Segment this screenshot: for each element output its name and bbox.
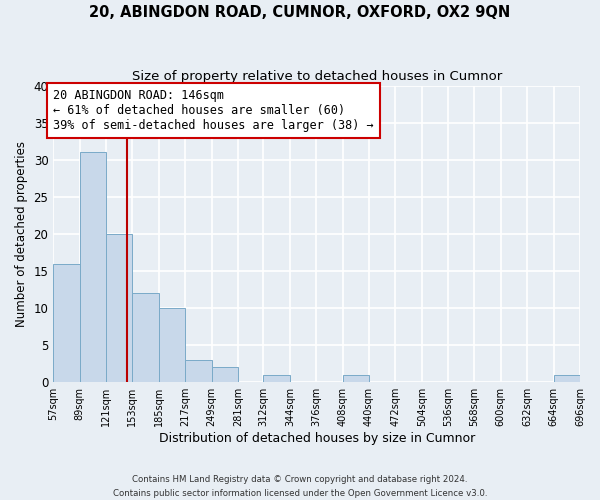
Text: 20, ABINGDON ROAD, CUMNOR, OXFORD, OX2 9QN: 20, ABINGDON ROAD, CUMNOR, OXFORD, OX2 9…	[89, 5, 511, 20]
Title: Size of property relative to detached houses in Cumnor: Size of property relative to detached ho…	[131, 70, 502, 83]
Bar	[53, 264, 80, 382]
Bar	[159, 308, 185, 382]
Bar	[554, 375, 580, 382]
X-axis label: Distribution of detached houses by size in Cumnor: Distribution of detached houses by size …	[158, 432, 475, 445]
Bar	[80, 152, 106, 382]
Text: Contains HM Land Registry data © Crown copyright and database right 2024.
Contai: Contains HM Land Registry data © Crown c…	[113, 476, 487, 498]
Bar	[263, 375, 290, 382]
Bar	[185, 360, 212, 382]
Bar	[343, 375, 369, 382]
Bar	[133, 293, 159, 382]
Y-axis label: Number of detached properties: Number of detached properties	[15, 141, 28, 327]
Bar	[212, 368, 238, 382]
Text: 20 ABINGDON ROAD: 146sqm
← 61% of detached houses are smaller (60)
39% of semi-d: 20 ABINGDON ROAD: 146sqm ← 61% of detach…	[53, 90, 374, 132]
Bar	[106, 234, 133, 382]
